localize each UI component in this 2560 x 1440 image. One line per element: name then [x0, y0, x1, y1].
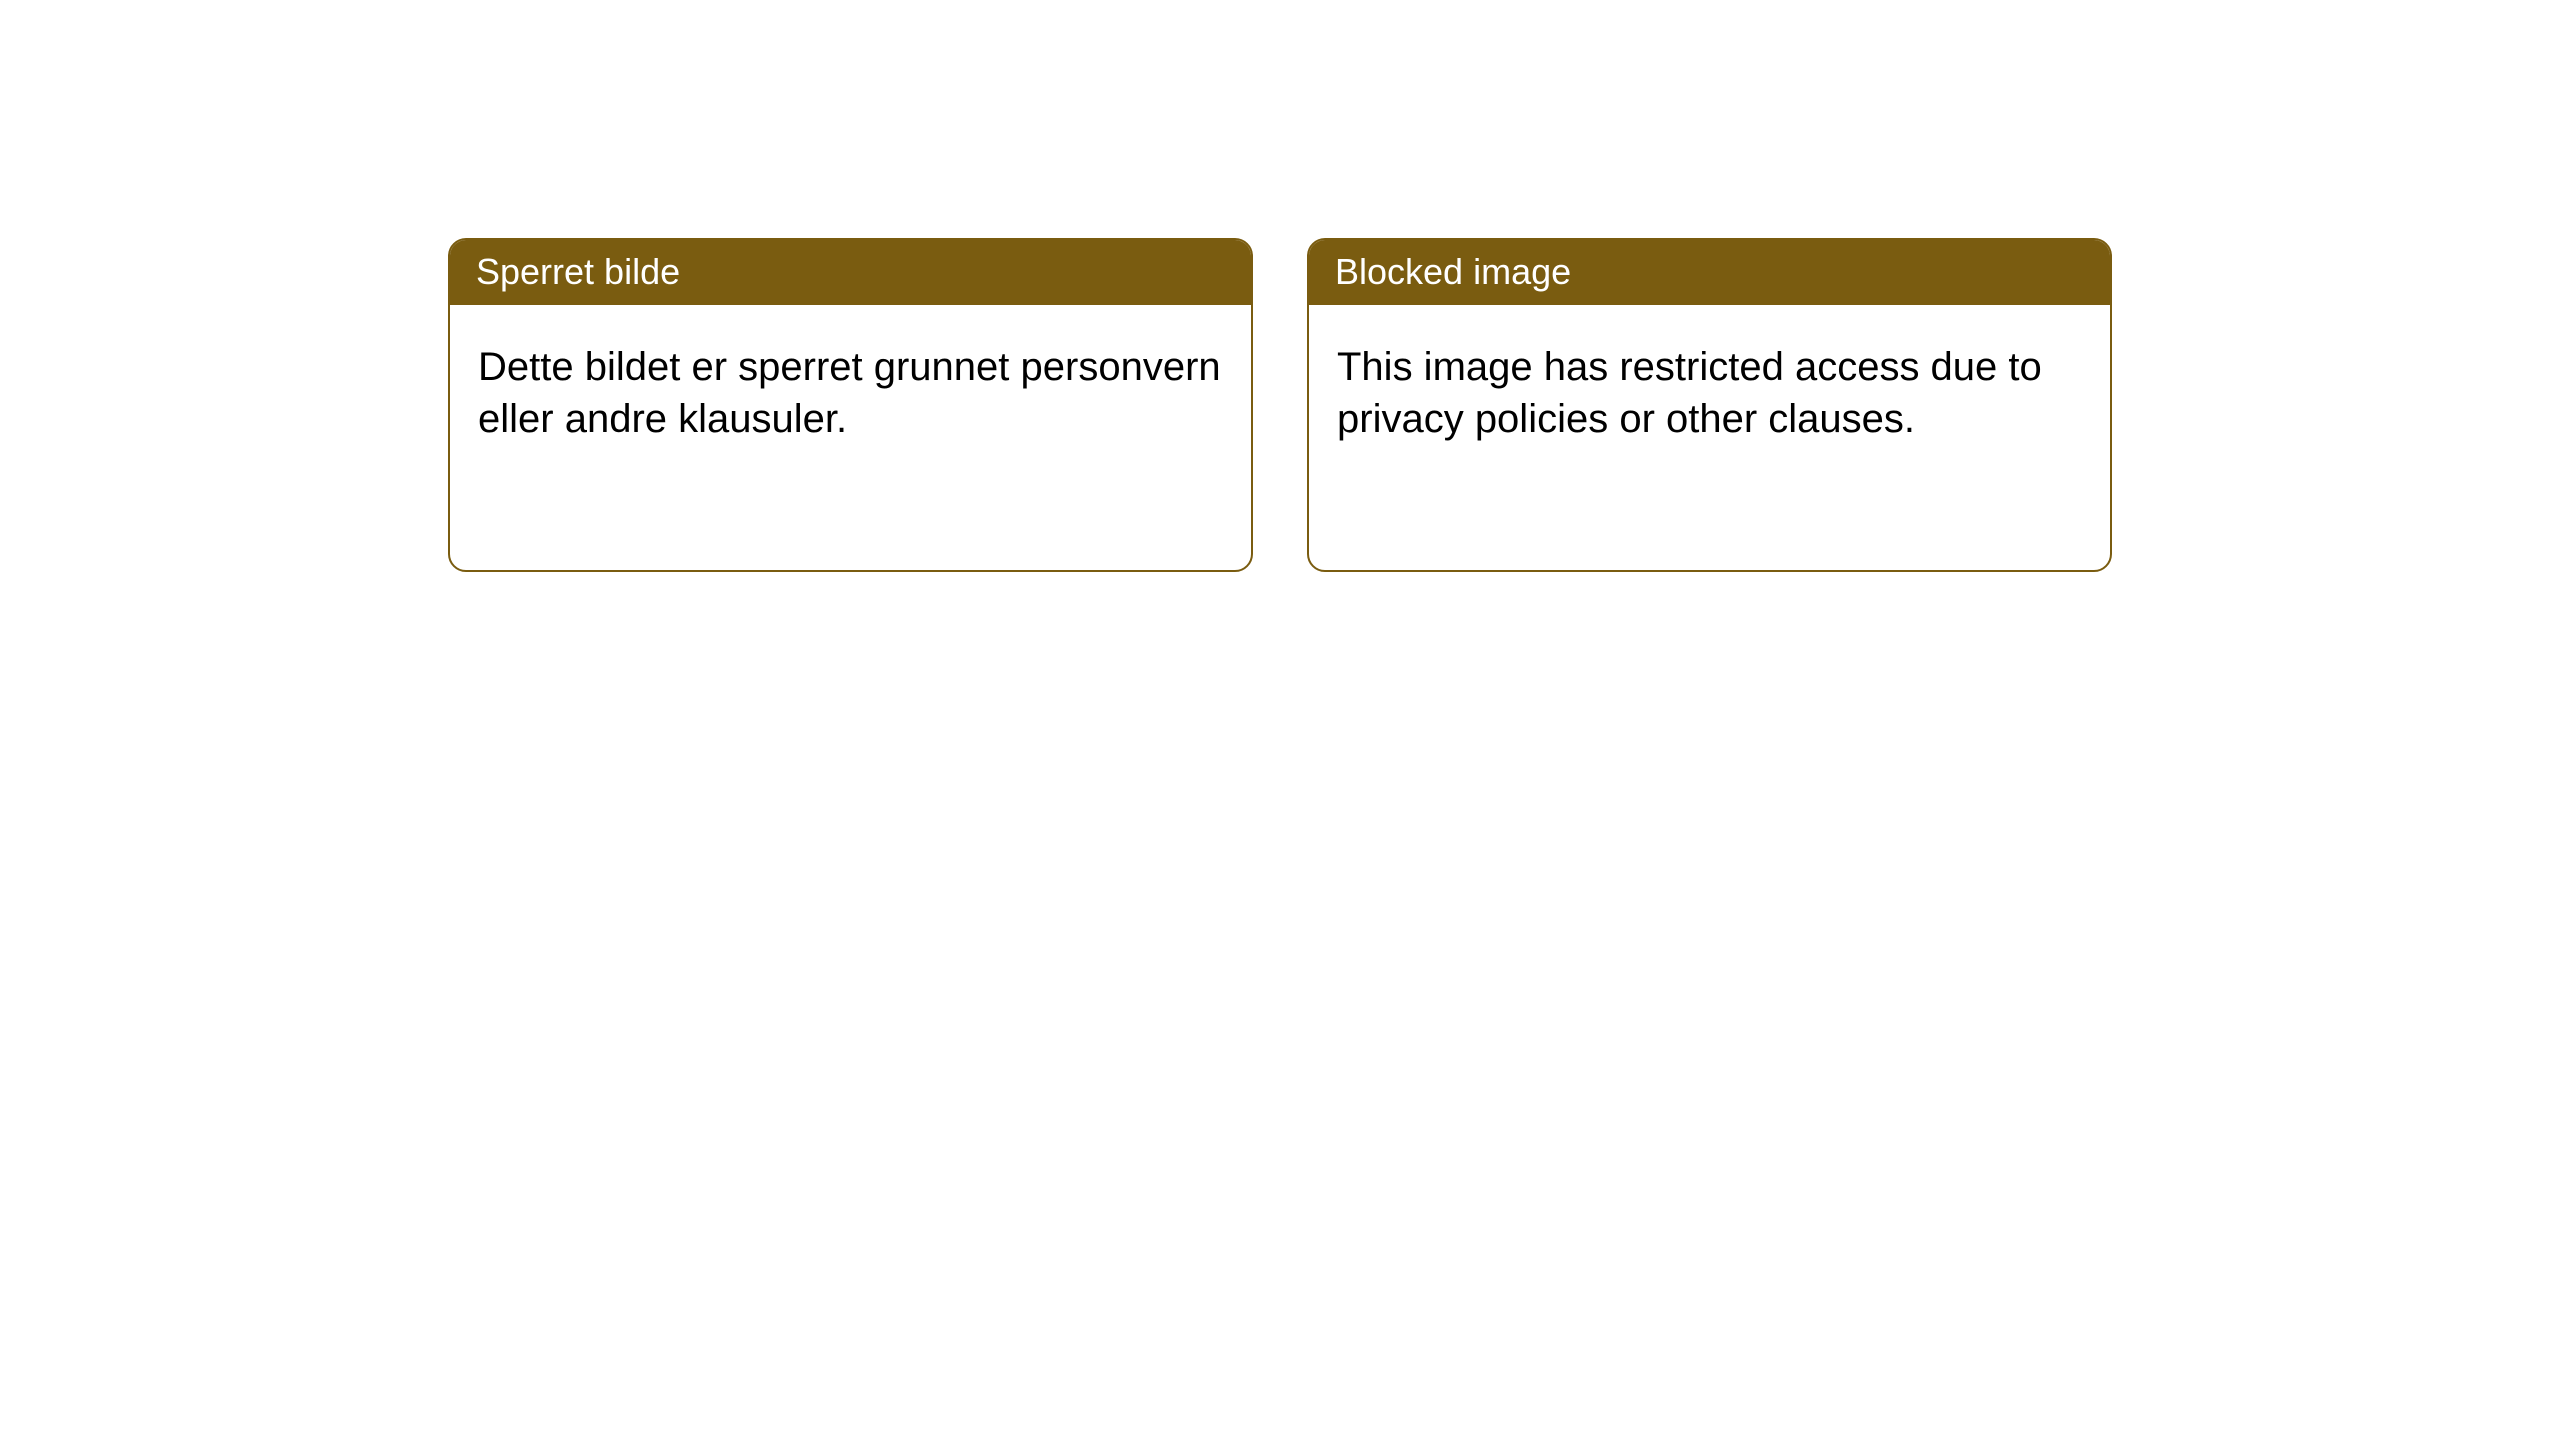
notice-container: Sperret bilde Dette bildet er sperret gr…	[0, 0, 2560, 572]
notice-body-english: This image has restricted access due to …	[1309, 305, 2110, 471]
notice-box-english: Blocked image This image has restricted …	[1307, 238, 2112, 572]
notice-title-english: Blocked image	[1309, 240, 2110, 305]
notice-box-norwegian: Sperret bilde Dette bildet er sperret gr…	[448, 238, 1253, 572]
notice-body-norwegian: Dette bildet er sperret grunnet personve…	[450, 305, 1251, 471]
notice-title-norwegian: Sperret bilde	[450, 240, 1251, 305]
